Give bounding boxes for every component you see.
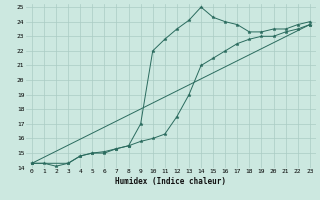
X-axis label: Humidex (Indice chaleur): Humidex (Indice chaleur)	[115, 177, 226, 186]
